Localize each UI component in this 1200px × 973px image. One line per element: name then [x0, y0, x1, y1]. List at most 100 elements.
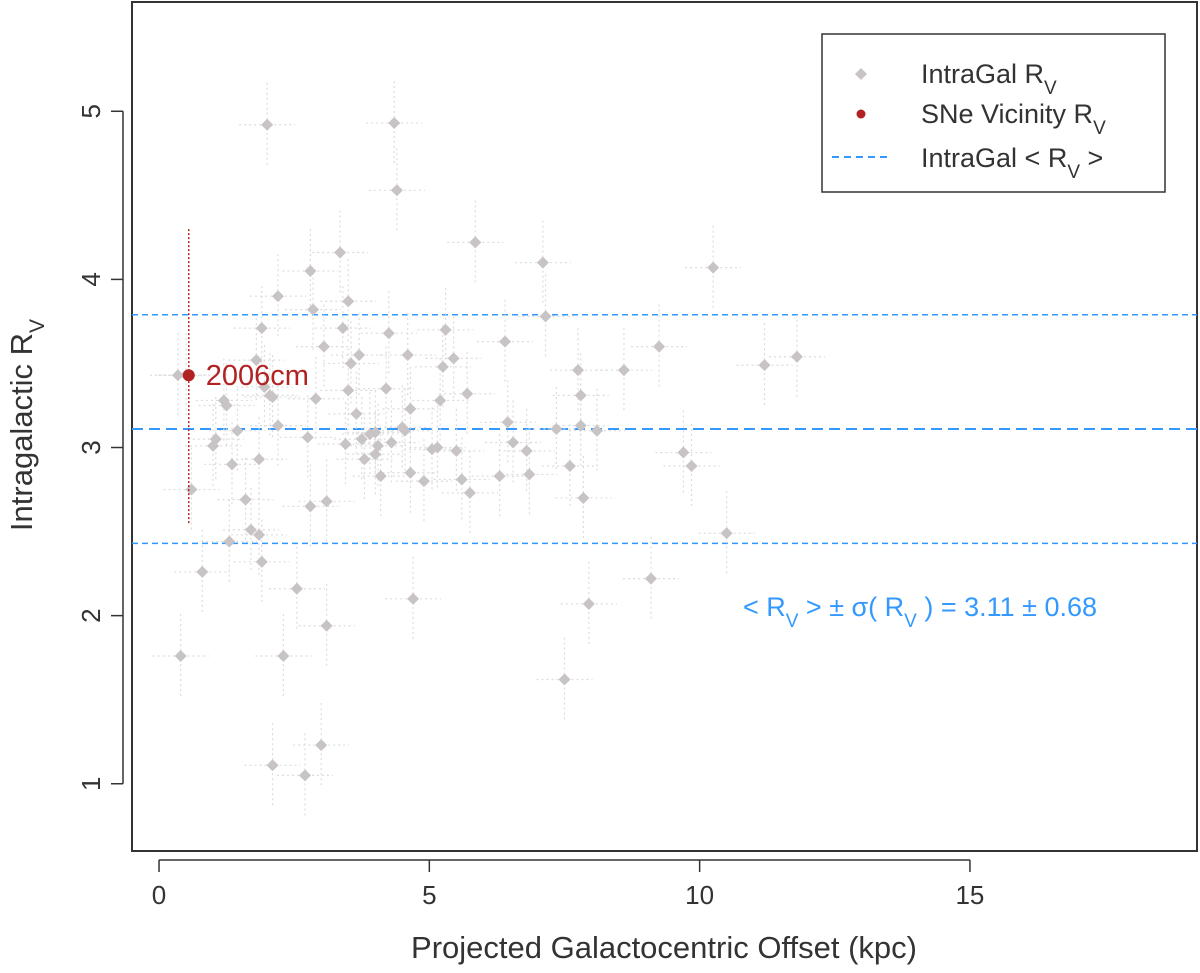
y-axis: 1 2 3 4 5 — [76, 104, 124, 791]
intragal-point — [617, 364, 630, 377]
sne-point — [182, 369, 195, 382]
intragal-point — [388, 117, 401, 130]
intragal-point — [469, 236, 482, 249]
mean-lines — [132, 313, 1197, 545]
intragal-point — [277, 649, 290, 662]
intragal-point — [253, 453, 266, 466]
intragal-point — [266, 759, 279, 772]
intragal-point — [342, 384, 355, 397]
intragal-point — [550, 423, 563, 436]
intragal-point — [196, 565, 209, 578]
intragal-point — [344, 357, 357, 370]
intragal-point — [407, 592, 420, 605]
y-tick-label: 2 — [76, 608, 106, 622]
intragal-point — [261, 118, 274, 131]
legend-label-sne: SNe Vicinity RV — [921, 99, 1106, 139]
intragal-point — [171, 369, 184, 382]
intragal-point — [536, 256, 549, 269]
intragal-point — [371, 439, 384, 452]
intragal-point — [258, 380, 271, 393]
intragal-point — [266, 391, 279, 404]
sne-points: 2006cm — [182, 228, 309, 524]
x-tick-label: 5 — [422, 880, 436, 910]
intragal-point — [447, 352, 460, 365]
intragal-point — [380, 382, 393, 395]
intragal-point — [385, 436, 398, 449]
intragal-point — [461, 387, 474, 400]
intragal-point — [563, 460, 576, 473]
intragal-point — [574, 419, 587, 432]
intragal-point — [226, 458, 239, 471]
intragal-point — [317, 340, 330, 353]
y-tick-label: 4 — [76, 272, 106, 286]
intragal-point — [250, 354, 263, 367]
intragal-point — [174, 649, 187, 662]
intragal-point — [574, 389, 587, 402]
intragal-point — [450, 444, 463, 457]
intragal-point — [298, 769, 311, 782]
intragal-point — [404, 402, 417, 415]
intragal-point — [404, 466, 417, 479]
intragal-point — [315, 739, 328, 752]
intragal-point — [590, 424, 603, 437]
intragal-point — [399, 424, 412, 437]
y-tick-label: 1 — [76, 777, 106, 791]
intragal-point — [255, 555, 268, 568]
x-tick-label: 15 — [955, 880, 984, 910]
intragal-point — [463, 486, 476, 499]
intragal-point — [358, 453, 371, 466]
intragal-point — [382, 327, 395, 340]
y-tick-label: 5 — [76, 104, 106, 118]
intragal-point — [271, 290, 284, 303]
intragal-point — [290, 582, 303, 595]
intragal-point — [501, 416, 514, 429]
legend-label-mean: IntraGal < RV > — [921, 143, 1103, 183]
intragal-point — [507, 436, 520, 449]
intragal-point — [431, 441, 444, 454]
x-axis-label: Projected Galactocentric Offset (kpc) — [411, 930, 917, 965]
intragal-point — [339, 438, 352, 451]
intragal-point — [520, 444, 533, 457]
intragal-point — [231, 424, 244, 437]
intragal-point — [439, 323, 452, 336]
intragal-point — [239, 493, 252, 506]
intragal-point — [572, 364, 585, 377]
data-points — [171, 117, 803, 782]
intragal-point — [309, 392, 322, 405]
intragal-point — [790, 350, 803, 363]
y-tick-label: 3 — [76, 440, 106, 454]
intragal-point — [707, 261, 720, 274]
intragal-point — [720, 527, 733, 540]
intragal-point — [320, 619, 333, 632]
intragal-point — [417, 475, 430, 488]
intragal-point — [301, 431, 314, 444]
intragal-point — [758, 359, 771, 372]
intragal-point — [253, 528, 266, 541]
intragal-point — [304, 264, 317, 277]
sne-point-label: 2006cm — [206, 360, 309, 392]
intragal-point — [271, 419, 284, 432]
intragal-point — [558, 673, 571, 686]
intragal-point — [369, 426, 382, 439]
intragal-point — [577, 491, 590, 504]
intragal-point — [582, 597, 595, 610]
intragal-point — [220, 399, 233, 412]
intragal-point — [342, 295, 355, 308]
intragal-point — [374, 470, 387, 483]
intragal-point — [685, 460, 698, 473]
intragal-point — [209, 433, 222, 446]
intragal-point — [320, 495, 333, 508]
intragal-point — [390, 184, 403, 197]
x-tick-label: 10 — [685, 880, 714, 910]
y-axis-label: Intragalactic RV — [4, 319, 49, 531]
intragal-point — [434, 394, 447, 407]
x-tick-label: 0 — [152, 880, 166, 910]
intragal-point — [304, 500, 317, 513]
intragal-point — [644, 572, 657, 585]
intragal-point — [350, 407, 363, 420]
intragal-point — [307, 303, 320, 316]
legend: IntraGal RV SNe Vicinity RV IntraGal < R… — [821, 33, 1166, 193]
legend-box — [821, 33, 1166, 193]
intragal-point — [436, 360, 449, 373]
